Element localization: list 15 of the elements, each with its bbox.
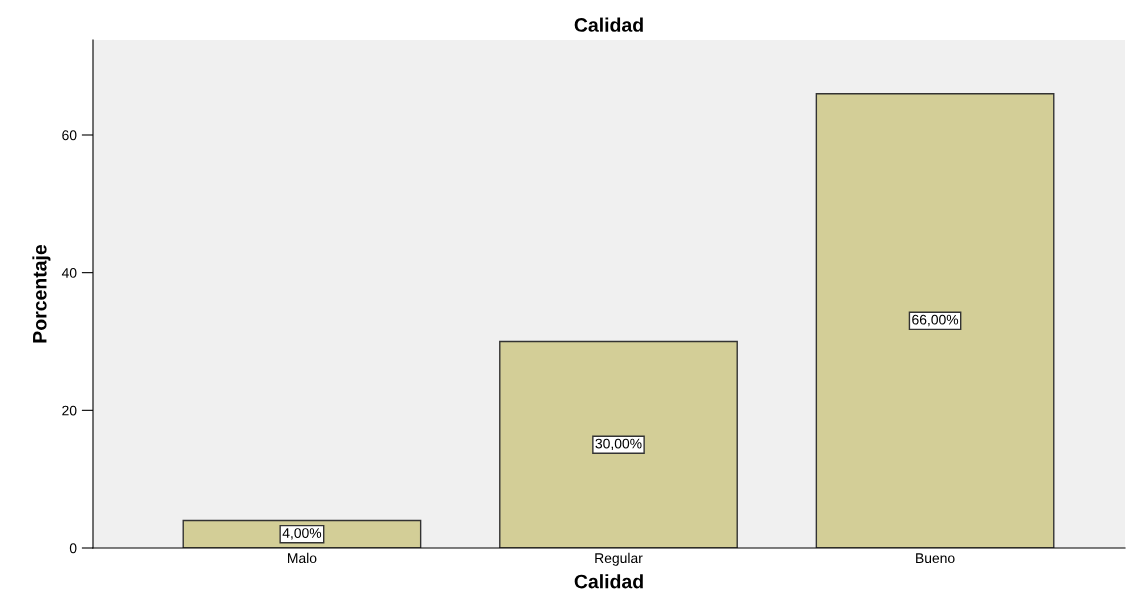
y-tick-label: 20 [62, 405, 77, 416]
x-tick-label: Regular [595, 552, 643, 566]
data-label: 66,00% [912, 314, 959, 327]
bar [499, 340, 738, 548]
data-label: 4,00% [282, 528, 322, 540]
x-tick-label: Bueno [916, 553, 955, 564]
y-tick-label: 0 [69, 543, 77, 554]
chart-title: Calidad [574, 17, 643, 32]
y-tick-label: 40 [61, 268, 77, 278]
y-tick-label: 60 [62, 130, 77, 141]
y-axis-title: Porcentaje [32, 244, 51, 343]
x-axis-title: Calidad [574, 574, 643, 589]
data-label: 30,00% [595, 438, 642, 451]
bar [815, 92, 1055, 548]
x-tick-label: Malo [288, 552, 317, 564]
